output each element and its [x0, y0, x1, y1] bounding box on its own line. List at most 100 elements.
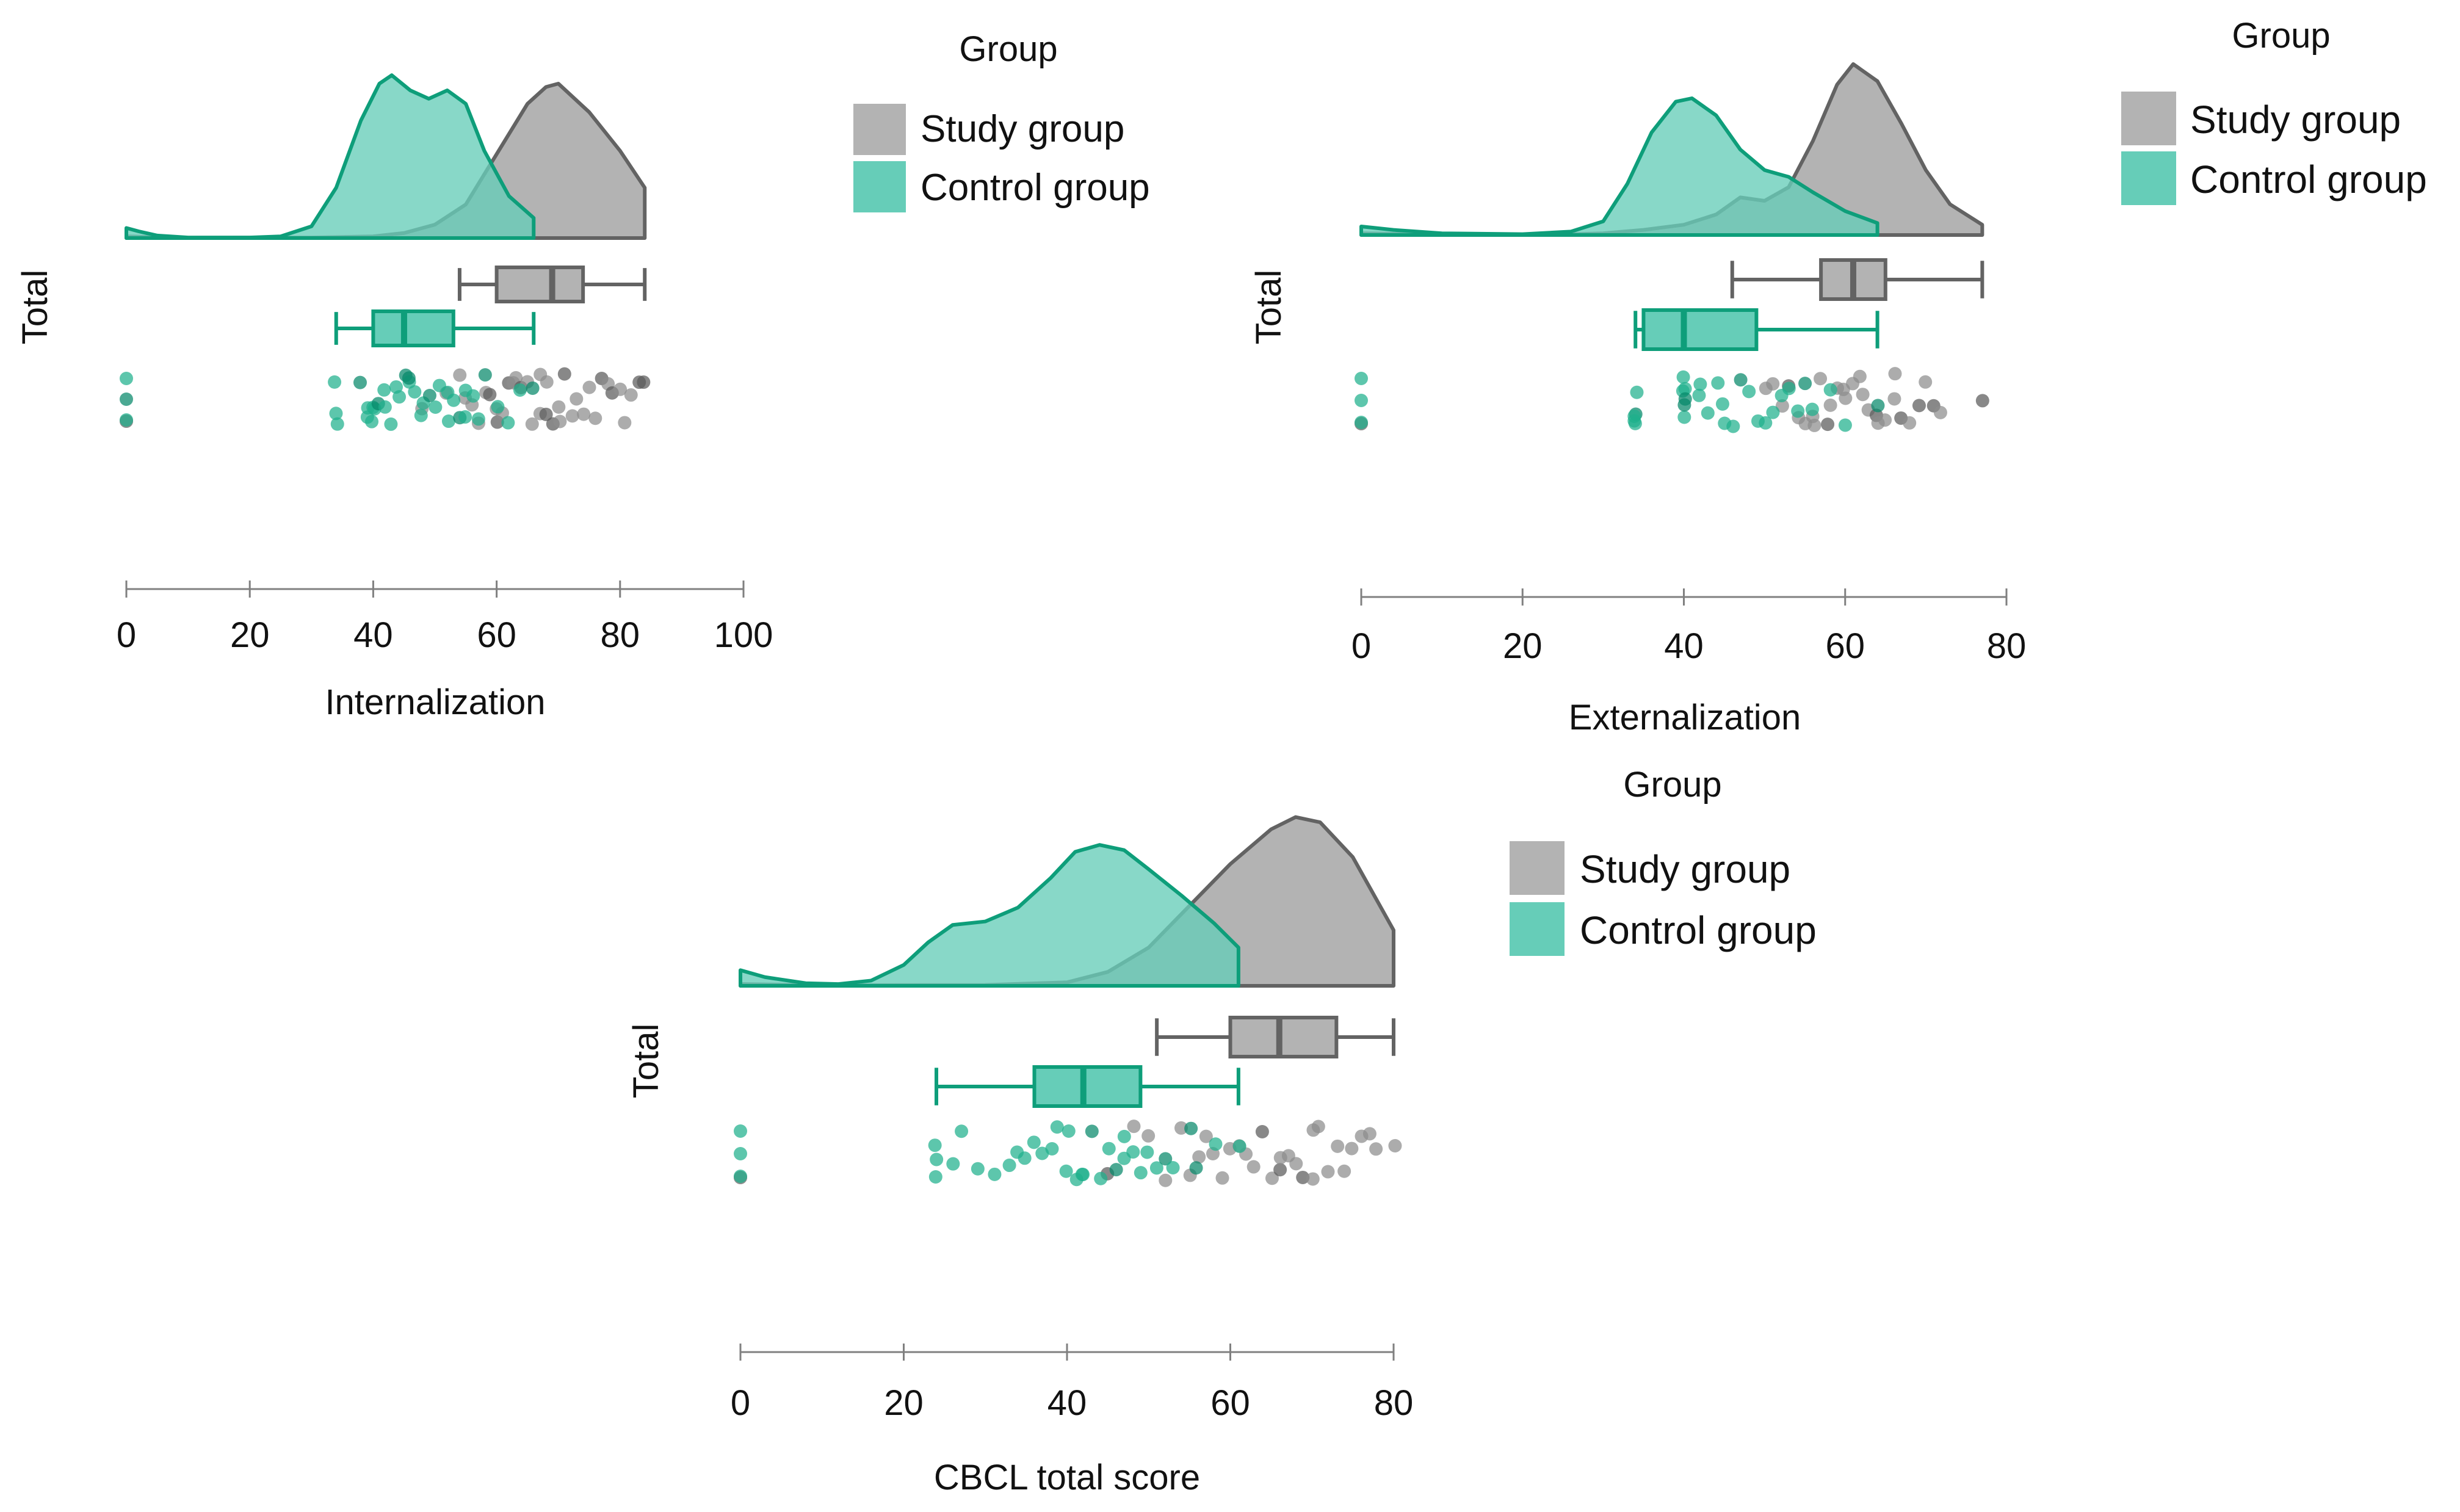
point-study: [540, 375, 554, 389]
point-control: [1134, 1166, 1148, 1180]
point-control: [501, 416, 515, 430]
tick-label: 80: [601, 615, 640, 655]
point-study: [1975, 394, 1989, 408]
legend-swatch-control[interactable]: [853, 161, 906, 212]
point-control: [1184, 1121, 1198, 1135]
point-control: [1766, 405, 1780, 419]
boxplot-control: [1633, 308, 1879, 351]
iqr-box: [1032, 1065, 1143, 1108]
point-study: [1933, 405, 1947, 419]
point-control: [1075, 1167, 1089, 1181]
x-axis: 0 20 40 60 80: [1351, 588, 2026, 666]
point-study: [577, 407, 591, 421]
point-control: [1117, 1129, 1131, 1143]
point-control: [1159, 1152, 1173, 1166]
legend-swatch-control[interactable]: [1510, 902, 1565, 956]
point-control: [402, 371, 416, 385]
boxplot-study: [457, 266, 647, 303]
point-control: [1085, 1124, 1099, 1138]
point-control: [120, 413, 133, 427]
tick-label: 0: [731, 1383, 750, 1423]
point-study: [1888, 367, 1902, 381]
point-study: [525, 417, 539, 431]
point-control: [734, 1124, 747, 1138]
point-study: [1215, 1171, 1229, 1185]
legend-swatch-study[interactable]: [1510, 841, 1565, 895]
point-control: [1726, 419, 1740, 433]
point-control: [1742, 385, 1756, 399]
point-control: [353, 375, 367, 389]
legend-label-study[interactable]: Study group: [1580, 847, 1790, 891]
point-control: [491, 400, 505, 414]
tick-label: 40: [1664, 626, 1704, 666]
point-control: [1871, 399, 1885, 413]
y-axis-label: Total: [1249, 270, 1289, 345]
point-study: [552, 400, 566, 414]
point-control: [734, 1170, 747, 1183]
legend-title: Group: [1623, 765, 1721, 805]
legend-label-control[interactable]: Control group: [2190, 157, 2427, 201]
point-control: [1692, 388, 1706, 402]
density-control: [739, 843, 1240, 988]
iqr-box: [1641, 308, 1759, 351]
point-control: [330, 417, 344, 431]
point-study: [1919, 375, 1933, 389]
point-study: [1337, 1164, 1351, 1178]
y-axis-label: Total: [626, 1024, 666, 1099]
point-study: [1912, 399, 1926, 413]
tick-label: 0: [117, 615, 136, 655]
point-study: [1265, 1171, 1279, 1185]
internalization-panel: 0 20 40 60 80 100 Total Internalization Group…: [15, 29, 1150, 722]
tick-label: 40: [1047, 1383, 1087, 1423]
point-study: [1141, 1129, 1156, 1143]
point-control: [1045, 1142, 1059, 1156]
point-study: [557, 367, 571, 381]
point-control: [1734, 373, 1748, 387]
legend: Group Study group Control group: [853, 29, 1150, 212]
point-control: [1189, 1161, 1203, 1175]
point-control: [466, 389, 480, 403]
point-control: [1149, 1161, 1163, 1175]
jitter-points: [1355, 367, 1989, 433]
legend-label-study[interactable]: Study group: [921, 108, 1124, 150]
point-control: [513, 383, 527, 397]
legend-label-control[interactable]: Control group: [1580, 908, 1817, 952]
point-study: [637, 375, 651, 389]
x-axis: 0 20 40 60 80 100: [117, 581, 773, 655]
point-study: [570, 392, 584, 406]
legend-swatch-control[interactable]: [2121, 151, 2176, 205]
point-study: [1199, 1129, 1213, 1143]
point-control: [1094, 1171, 1108, 1185]
point-control: [734, 1147, 747, 1160]
point-control: [928, 1138, 942, 1152]
legend-label-study[interactable]: Study group: [2190, 98, 2401, 142]
point-control: [120, 372, 133, 385]
point-control: [1355, 372, 1368, 385]
tick-label: 60: [1825, 626, 1865, 666]
boxplot-study: [1730, 258, 1984, 301]
point-control: [378, 400, 392, 414]
boxplot-control: [935, 1065, 1240, 1108]
tick-label: 60: [1210, 1383, 1250, 1423]
point-study: [1814, 372, 1828, 386]
cbcl-total-panel: 0 20 40 60 80 Total CBCL total score Group S…: [626, 765, 1817, 1497]
legend-label-control[interactable]: Control group: [921, 167, 1150, 209]
point-control: [422, 388, 436, 402]
point-control: [1027, 1135, 1041, 1149]
point-study: [618, 416, 632, 430]
boxplot-control: [334, 309, 536, 347]
point-study: [1273, 1163, 1287, 1177]
point-control: [1759, 416, 1773, 430]
point-study: [1839, 391, 1853, 405]
legend-swatch-study[interactable]: [2121, 92, 2176, 145]
point-control: [408, 385, 422, 399]
point-control: [1355, 394, 1368, 407]
point-control: [1140, 1145, 1154, 1159]
point-control: [1126, 1145, 1140, 1159]
point-control: [1002, 1159, 1016, 1173]
point-control: [1678, 392, 1692, 406]
legend-title: Group: [2232, 16, 2330, 56]
legend-swatch-study[interactable]: [853, 104, 906, 155]
point-control: [120, 392, 133, 406]
point-control: [365, 414, 379, 429]
